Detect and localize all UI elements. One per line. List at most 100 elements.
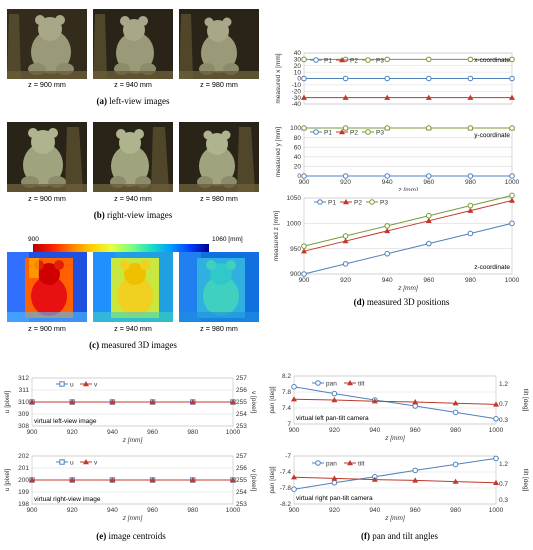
y-tick-label: 950 xyxy=(290,246,301,253)
y-right-axis-label: tilt [deg] xyxy=(522,389,529,412)
x-tick-label: 920 xyxy=(329,427,340,434)
y-right-tick-label: 256 xyxy=(236,465,247,472)
y-axis-label: measured z [mm] xyxy=(273,211,280,261)
legend-label: P1 xyxy=(328,199,336,206)
series-line-p1 xyxy=(303,222,513,275)
y-right-tick-label: 257 xyxy=(236,453,247,460)
data-point-tilt xyxy=(291,474,297,480)
y-right-axis-label: tilt [deg] xyxy=(522,469,529,492)
right-view-photo-3 xyxy=(179,122,259,192)
data-point-tilt xyxy=(371,476,378,482)
legend-marker xyxy=(59,459,65,465)
teddy-bear-image xyxy=(7,9,87,79)
chart-annotation: x-coordinate xyxy=(474,57,510,64)
data-point-pan xyxy=(412,403,418,409)
y-right-tick-label: 1.2 xyxy=(499,461,508,468)
legend-label: v xyxy=(94,381,98,388)
chart-measured-y: 0 20 40 60 80 100 900 920 940 960 980 1000 z [mm] mea… xyxy=(275,125,520,191)
teddy-bear-image xyxy=(179,9,259,79)
depth-map-3 xyxy=(179,252,259,322)
y-axis-label: measured y [mm] xyxy=(275,127,282,177)
data-point-p1 xyxy=(426,240,432,247)
data-point-p2 xyxy=(509,197,515,203)
x-tick-label: 1000 xyxy=(489,507,504,514)
series-line-p3 xyxy=(303,194,513,247)
data-point-p1 xyxy=(384,250,390,257)
legend-label: v xyxy=(94,459,98,466)
y-tick-label: 199 xyxy=(18,489,29,496)
y-right-tick-label: 254 xyxy=(236,411,247,418)
data-point-p2 xyxy=(384,227,391,234)
data-point-v xyxy=(230,477,236,483)
legend-label: P2 xyxy=(350,57,358,64)
y-tick-label: 8.2 xyxy=(282,373,291,380)
y-axis-label: measured x [mm] xyxy=(275,53,282,103)
legend-label: tilt xyxy=(358,380,365,387)
left-view-photo-1 xyxy=(7,9,87,79)
legend-label: P2 xyxy=(350,129,358,136)
x-axis-label: z [mm] xyxy=(384,515,405,522)
x-tick-label: 960 xyxy=(410,427,421,434)
data-point-p2 xyxy=(467,207,474,213)
data-point-v xyxy=(189,399,196,405)
legend-label: P1 xyxy=(324,129,332,136)
data-point-pan xyxy=(493,416,499,422)
legend-label: P3 xyxy=(376,129,384,136)
colorbar-max-label: 1060 [mm] xyxy=(212,236,243,243)
y-right-axis-label: v [pixel] xyxy=(250,469,257,491)
chart-annotation: virtual right-view image xyxy=(34,496,101,503)
legend-marker xyxy=(315,460,321,466)
z-label: z = 940 mm xyxy=(114,80,152,89)
y-tick-label: 7 xyxy=(287,421,291,428)
data-point-p1 xyxy=(342,173,349,179)
colorbar-min-label: 900 xyxy=(28,236,39,243)
caption-e: (e) image centroids xyxy=(96,531,166,541)
legend-label: u xyxy=(70,381,74,388)
x-tick-label: 900 xyxy=(299,277,310,284)
x-tick-label: 1000 xyxy=(226,429,241,436)
y-tick-label: 0 xyxy=(297,173,301,180)
data-point-v xyxy=(230,399,236,405)
data-point-p1 xyxy=(426,173,432,179)
series-line-p2 xyxy=(303,200,513,252)
y-right-tick-label: 0.3 xyxy=(499,497,508,504)
y-right-tick-label: 0.7 xyxy=(499,481,508,488)
y-tick-label: -10 xyxy=(292,82,302,89)
legend-label: P2 xyxy=(354,199,362,206)
chart-right-pantilt: -8.2 -7.8 -7.4 -7 0.3 0.7 1.2 900 920 940 960 980 10… xyxy=(269,453,529,522)
y-axis-label: pan [deg] xyxy=(269,466,276,493)
chart-measured-z: 900 950 1000 1050 900 920 940 960 980 1000 z [mm] m… xyxy=(273,192,520,292)
chart-annotation: y-coordinate xyxy=(474,132,510,139)
x-tick-label: 1000 xyxy=(505,179,520,186)
series-line-tilt xyxy=(293,476,497,484)
x-tick-label: 940 xyxy=(382,179,393,186)
teddy-bear-image xyxy=(93,122,173,192)
data-point-p2 xyxy=(467,94,474,100)
x-axis-label: z [mm] xyxy=(397,285,418,292)
data-point-p1 xyxy=(384,75,390,82)
z-label: z = 900 mm xyxy=(28,80,66,89)
data-point-p3 xyxy=(509,56,515,63)
y-right-tick-label: 0.3 xyxy=(499,417,508,424)
x-tick-label: 940 xyxy=(107,507,118,514)
data-point-p1 xyxy=(467,173,474,179)
x-tick-label: 920 xyxy=(329,507,340,514)
x-axis-label: z [mm] xyxy=(122,437,143,444)
y-right-tick-label: 1.2 xyxy=(499,381,508,388)
x-tick-label: 1000 xyxy=(489,427,504,434)
y-tick-label: 100 xyxy=(290,125,301,132)
x-tick-label: 980 xyxy=(450,507,461,514)
chart-left-pantilt: 7 7.4 7.8 8.2 0.3 0.7 1.2 900 920 940 960 980 1000 z … xyxy=(269,373,529,442)
legend-label: P3 xyxy=(380,199,388,206)
y-tick-label: 7.8 xyxy=(282,389,291,396)
series-line-pan xyxy=(293,457,497,490)
y-axis-label: u [pixel] xyxy=(4,391,11,414)
y-tick-label: 10 xyxy=(294,69,302,76)
data-point-p3 xyxy=(426,212,432,219)
y-tick-label: 202 xyxy=(18,453,29,460)
depth-colorbar xyxy=(33,244,209,252)
legend-marker xyxy=(343,199,349,205)
x-tick-label: 900 xyxy=(27,507,38,514)
y-tick-label: 80 xyxy=(294,135,302,142)
y-tick-label: 198 xyxy=(18,501,29,508)
